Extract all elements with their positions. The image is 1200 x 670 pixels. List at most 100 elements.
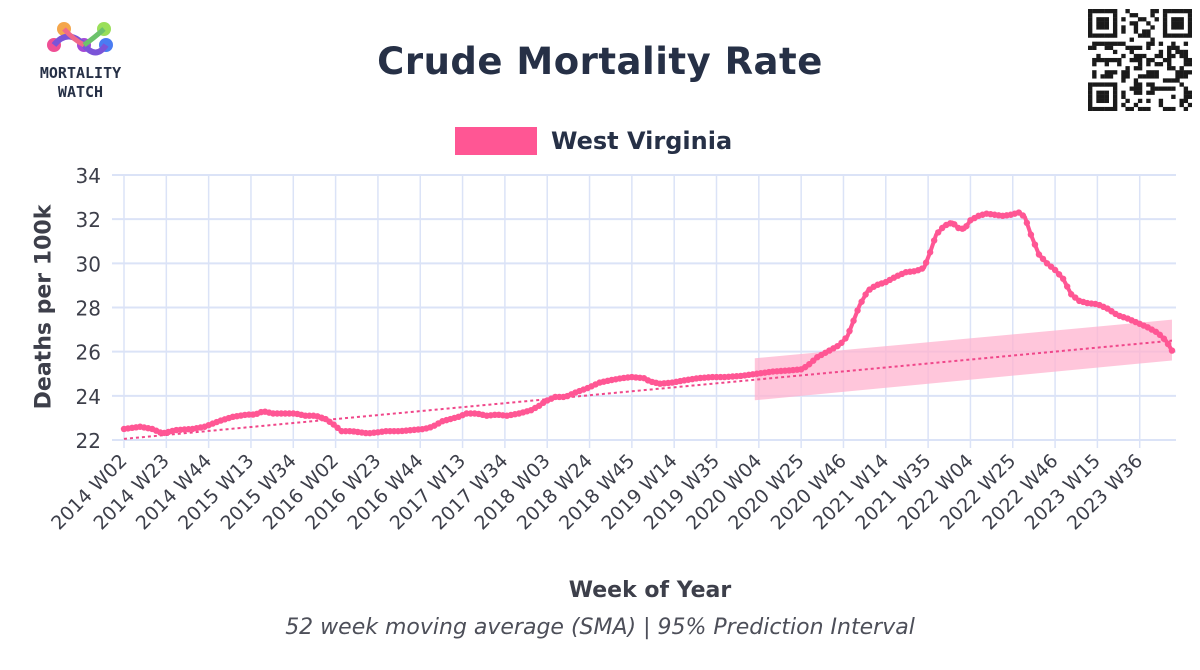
data-point [838, 339, 845, 347]
qr-module [1092, 41, 1097, 46]
qr-module [1162, 25, 1168, 30]
qr-module [1121, 53, 1126, 59]
qr-module [1142, 17, 1147, 22]
legend-label: West Virginia [551, 127, 733, 155]
qr-module [1146, 33, 1151, 38]
qr-module [1121, 90, 1126, 95]
qr-module [1100, 106, 1105, 111]
qr-module [1104, 70, 1109, 75]
data-point [858, 298, 865, 305]
qr-module [1088, 21, 1093, 26]
qr-module [1154, 9, 1159, 14]
qr-module [1162, 29, 1168, 34]
qr-module [1162, 86, 1168, 91]
qr-module [1112, 102, 1118, 108]
qr-module [1167, 53, 1172, 59]
data-point [842, 335, 849, 342]
qr-module [1112, 9, 1118, 14]
qr-module [1129, 13, 1134, 18]
qr-module [1104, 82, 1109, 87]
qr-module [1146, 82, 1151, 87]
qr-module [1150, 57, 1155, 63]
qr-module [1088, 94, 1093, 99]
qr-module [1162, 21, 1168, 26]
qr-module [1187, 17, 1192, 22]
qr-module [1150, 9, 1155, 14]
qr-module [1175, 45, 1180, 50]
qr-module [1112, 82, 1118, 87]
qr-module [1187, 25, 1192, 30]
qr-module [1146, 62, 1151, 67]
qr-module [1125, 66, 1130, 71]
qr-module [1096, 94, 1101, 99]
qr-module [1088, 29, 1093, 34]
qr-module [1146, 29, 1151, 34]
qr-module [1117, 41, 1122, 46]
qr-module [1175, 70, 1180, 75]
qr-module [1092, 9, 1097, 14]
qr-module [1158, 53, 1164, 59]
qr-module [1167, 62, 1172, 67]
qr-module [1187, 13, 1192, 18]
qr-module [1167, 45, 1172, 50]
qr-module [1133, 25, 1139, 30]
qr-module [1117, 57, 1122, 63]
data-point [930, 237, 938, 244]
qr-module [1112, 29, 1118, 34]
qr-module [1179, 25, 1184, 30]
qr-module [1142, 29, 1147, 34]
qr-module [1129, 106, 1134, 111]
qr-module [1154, 70, 1159, 75]
qr-module [1167, 66, 1172, 71]
legend: West Virginia [455, 125, 732, 157]
qr-module [1137, 17, 1143, 22]
qr-module [1187, 29, 1192, 34]
qr-module [1171, 25, 1176, 30]
qr-module [1096, 82, 1101, 87]
qr-module [1146, 106, 1151, 111]
qr-module [1112, 86, 1118, 91]
qr-module [1146, 57, 1151, 63]
qr-module [1142, 33, 1147, 38]
y-tick-label: 30 [76, 252, 101, 276]
qr-module [1162, 57, 1168, 63]
data-point [1019, 212, 1027, 219]
qr-module [1092, 74, 1097, 79]
qr-module [1154, 86, 1159, 91]
qr-module [1108, 41, 1114, 46]
trend-line [123, 339, 1173, 440]
qr-module [1125, 74, 1130, 79]
qr-module [1112, 33, 1118, 38]
qr-module [1108, 9, 1114, 14]
qr-module [1146, 21, 1151, 26]
qr-module [1179, 49, 1184, 55]
qr-module [1158, 49, 1164, 55]
qr-module [1096, 25, 1101, 30]
qr-module [1092, 33, 1097, 38]
qr-module [1133, 82, 1139, 87]
qr-module [1162, 106, 1168, 111]
y-tick-label: 34 [76, 164, 101, 188]
qr-module [1108, 70, 1114, 75]
qr-module [1183, 33, 1189, 38]
qr-module [1112, 49, 1118, 55]
qr-module [1125, 9, 1130, 14]
qr-module [1092, 82, 1097, 87]
qr-module [1133, 78, 1139, 83]
logo-line-2: WATCH [57, 83, 104, 101]
qr-module [1171, 45, 1176, 50]
qr-module [1179, 9, 1184, 14]
mortality-watch-logo [18, 20, 143, 110]
qr-module [1150, 37, 1155, 42]
qr-module [1137, 66, 1143, 71]
qr-module [1183, 49, 1189, 55]
qr-module [1187, 102, 1192, 108]
data-point [1027, 231, 1035, 238]
qr-module [1108, 33, 1114, 38]
qr-module [1121, 74, 1126, 79]
data-point [846, 327, 853, 335]
qr-module [1104, 74, 1109, 79]
qr-module [1129, 37, 1134, 42]
qr-module [1100, 21, 1105, 26]
qr-module [1179, 98, 1184, 104]
